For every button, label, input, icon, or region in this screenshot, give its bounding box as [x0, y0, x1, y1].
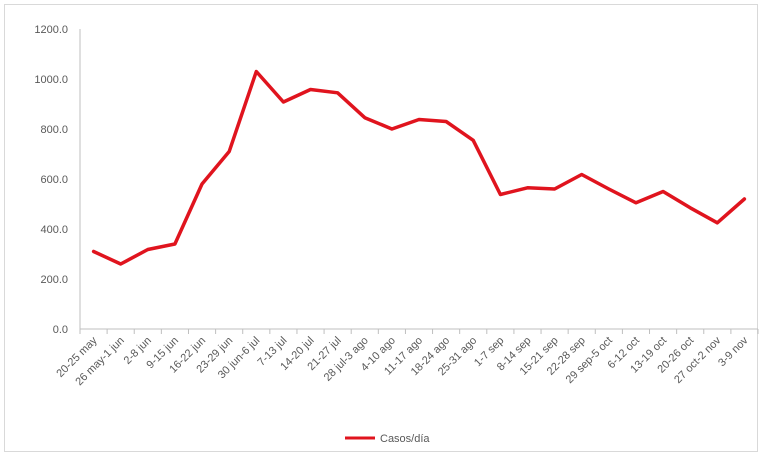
data-point — [282, 100, 285, 104]
data-point — [255, 70, 258, 73]
data-point — [227, 150, 231, 153]
data-point — [499, 193, 502, 196]
y-tick-label: 1000.0 — [34, 74, 68, 86]
data-point — [661, 190, 665, 193]
chart-frame — [4, 4, 758, 452]
y-tick-label: 600.0 — [40, 174, 68, 186]
plot-area — [91, 69, 747, 266]
y-tick-label: 1200.0 — [34, 24, 68, 36]
data-point — [200, 182, 204, 186]
data-point — [580, 173, 583, 176]
data-point — [526, 186, 529, 189]
data-point — [716, 221, 719, 224]
data-point — [92, 250, 95, 253]
x-tick-label: 3-9 nov — [716, 334, 751, 369]
data-point — [553, 187, 556, 191]
data-point — [607, 187, 611, 191]
y-tick-label: 200.0 — [40, 274, 68, 286]
data-point — [689, 206, 692, 209]
legend-label-casos-dia: Casos/día — [380, 433, 430, 445]
data-point — [173, 242, 177, 246]
data-point — [634, 201, 638, 204]
data-point — [119, 262, 122, 266]
data-point — [336, 91, 339, 94]
data-point — [146, 248, 149, 251]
legend: Casos/día — [345, 433, 430, 445]
data-point — [444, 120, 448, 123]
data-point — [743, 197, 746, 201]
y-tick-label: 0.0 — [53, 324, 68, 336]
y-tick-label: 800.0 — [40, 124, 68, 136]
data-point — [472, 139, 475, 142]
series-line-casos-dia — [91, 69, 747, 266]
data-point — [309, 88, 312, 91]
y-axis: 0.0 200.0 400.0 600.0 800.0 1000.0 1200.0 — [34, 24, 81, 336]
data-point — [363, 116, 366, 119]
data-point — [390, 127, 394, 131]
data-point — [417, 118, 421, 121]
y-tick-label: 400.0 — [40, 224, 68, 236]
